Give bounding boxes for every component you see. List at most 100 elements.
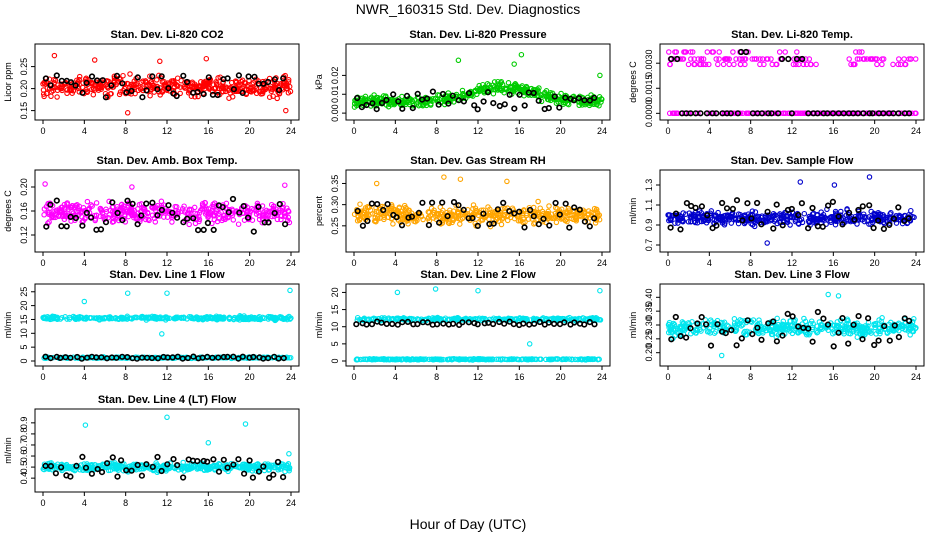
hourly-mean-point [727, 110, 735, 117]
hourly-mean-point [58, 223, 65, 230]
x-tick-label: 8 [748, 258, 753, 268]
data-point [579, 102, 585, 108]
hourly-mean-point [501, 101, 508, 108]
data-point [138, 79, 144, 86]
data-point [696, 208, 703, 214]
hourly-mean-point [713, 222, 720, 229]
data-point [256, 216, 263, 223]
data-point [59, 204, 65, 211]
data-point [457, 176, 464, 182]
hourly-mean-point [835, 213, 842, 220]
data-point [42, 181, 48, 187]
x-tick-label: 16 [514, 372, 524, 382]
data-point [99, 83, 105, 90]
data-point [757, 61, 763, 68]
data-point [752, 209, 759, 215]
hourly-mean-point [809, 338, 816, 345]
hourly-mean-point [729, 205, 737, 212]
hourly-mean-point [180, 219, 187, 226]
data-point [503, 85, 509, 91]
y-axis-label: percent [314, 195, 324, 226]
hourly-mean-point [677, 226, 684, 233]
hourly-mean-point [271, 210, 278, 217]
hourly-mean-point [501, 320, 508, 327]
plot-frame [34, 283, 300, 367]
hourly-mean-point [490, 99, 497, 107]
hourly-mean-point [545, 319, 552, 326]
data-point [751, 56, 758, 62]
x-tick-label: 16 [828, 258, 838, 268]
data-point [680, 218, 686, 225]
data-point [143, 79, 150, 86]
x-tick-label: 4 [393, 372, 398, 382]
data-point [283, 107, 289, 114]
data-point [713, 56, 719, 62]
data-point [874, 61, 880, 68]
data-point [382, 94, 389, 100]
hourly-mean-point [460, 206, 467, 213]
hourly-mean-point [682, 334, 690, 341]
y-tick-label: 0.35 [330, 175, 340, 193]
hourly-mean-point [244, 214, 252, 221]
data-point [470, 202, 477, 208]
data-point [85, 206, 91, 213]
data-point [179, 206, 186, 212]
data-point [256, 213, 263, 219]
hourly-mean-point [556, 104, 563, 111]
data-point [869, 56, 875, 62]
hourly-mean-point [450, 320, 457, 327]
data-point [784, 219, 791, 226]
hourly-mean-point [576, 206, 583, 213]
data-point [399, 93, 405, 100]
hourly-mean-point [829, 198, 837, 205]
data-point [838, 208, 844, 215]
data-point [695, 56, 701, 62]
hourly-mean-point [205, 74, 212, 81]
data-point [94, 315, 100, 321]
data-point [895, 61, 901, 68]
data-point [694, 217, 701, 223]
data-point [276, 207, 283, 213]
data-point [140, 87, 146, 94]
data-point [128, 81, 134, 88]
data-point [764, 215, 770, 222]
hourly-mean-point [58, 77, 65, 84]
x-tick-label: 12 [162, 126, 172, 136]
main-title: NWR_160315 Std. Dev. Diagnostics [355, 1, 581, 17]
hourly-mean-point [368, 321, 376, 328]
data-point [156, 72, 162, 79]
x-tick-label: 0 [351, 258, 356, 268]
hourly-mean-point [703, 110, 711, 117]
y-axis-label: ml/min [3, 312, 13, 339]
hourly-mean-point [839, 221, 846, 228]
hourly-mean-point [276, 201, 283, 208]
data-point [728, 220, 735, 226]
panel-title: Stan. Dev. Line 1 Flow [109, 269, 225, 281]
hourly-mean-point [490, 320, 497, 328]
data-point [525, 216, 532, 222]
data-point [909, 110, 915, 117]
data-point [285, 90, 292, 96]
hourly-mean-point [875, 337, 882, 344]
data-point [365, 205, 372, 211]
hourly-mean-point [455, 97, 462, 104]
hourly-mean-point [895, 110, 902, 117]
hourly-mean-point [829, 110, 837, 117]
hourly-mean-point [42, 75, 50, 82]
data-point [389, 203, 395, 210]
data-point [545, 215, 552, 221]
hourly-mean-point [591, 94, 598, 101]
data-point [357, 201, 363, 207]
hourly-mean-point [154, 86, 161, 93]
hourly-mean-point [773, 338, 781, 345]
data-point [46, 219, 52, 225]
data-point [72, 212, 79, 219]
y-tick-label: 0.15 [19, 102, 29, 120]
data-point [400, 217, 406, 223]
hourly-mean-point [870, 224, 877, 232]
hourly-mean-point [510, 321, 517, 328]
data-point [780, 211, 787, 218]
panel-title: Stan. Dev. Li-820 CO2 [111, 29, 224, 41]
